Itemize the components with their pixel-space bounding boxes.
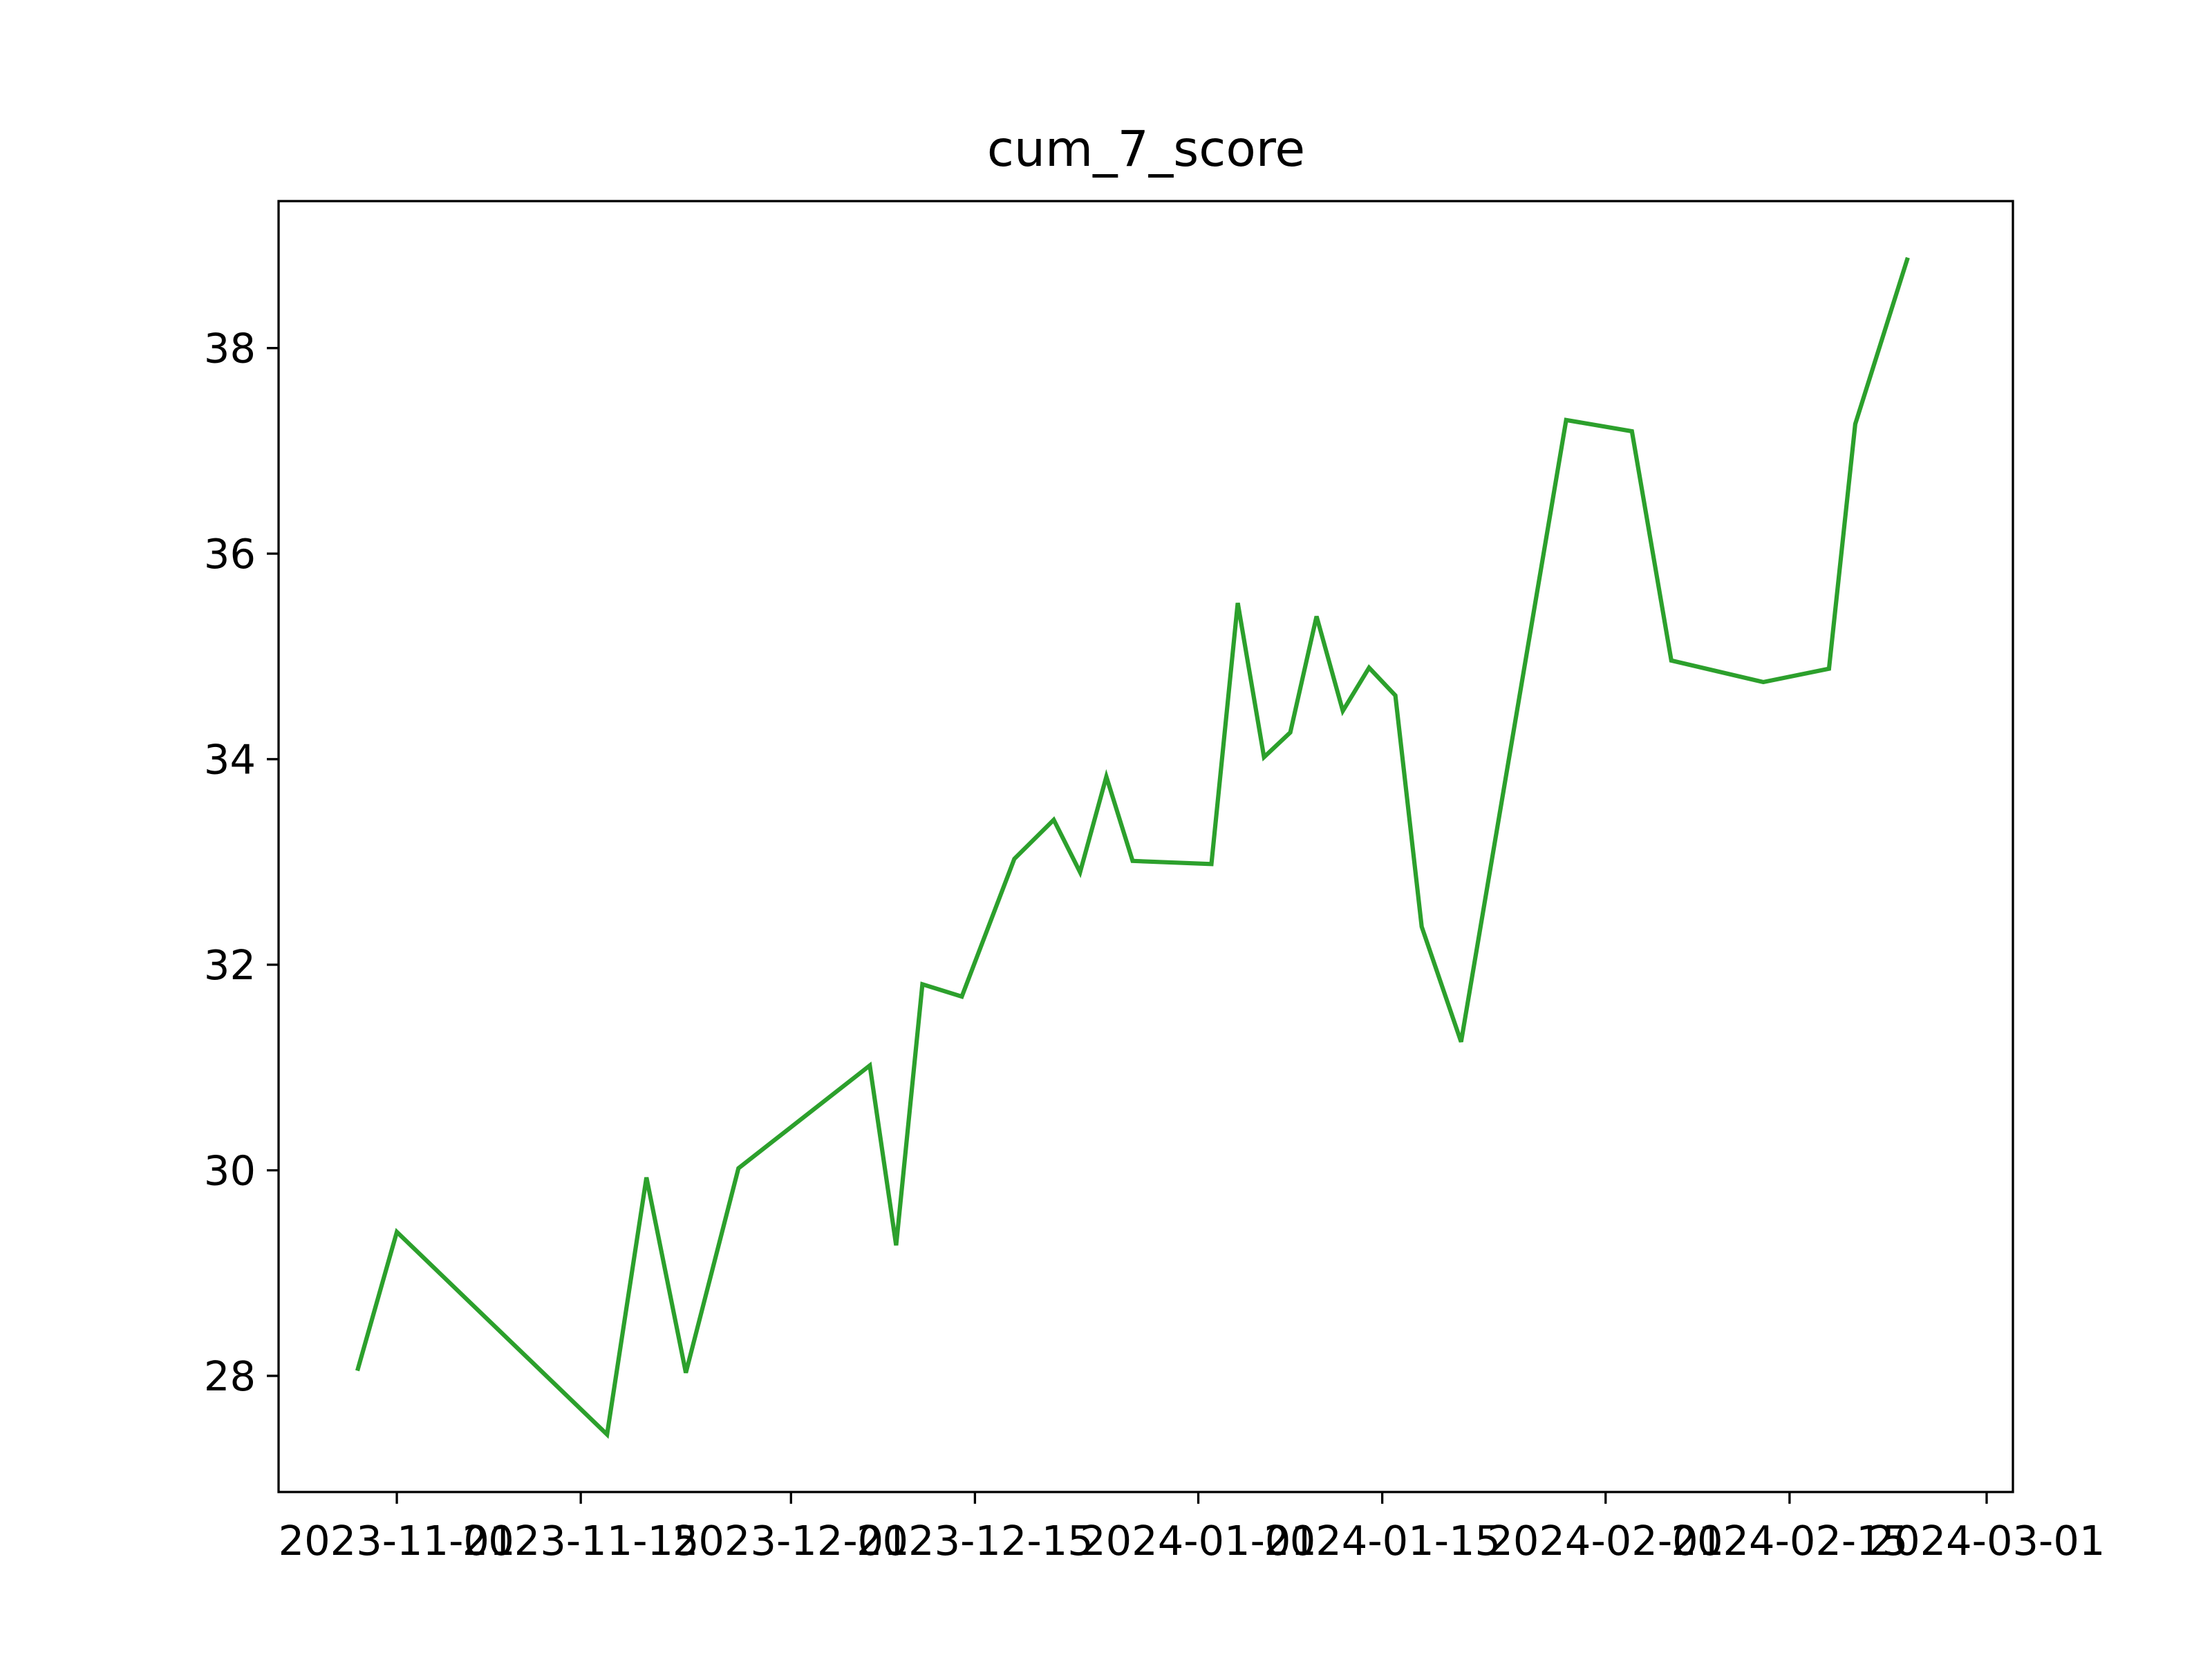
- x-tick-label: 2023-12-15: [856, 1517, 1094, 1565]
- x-tick-label: 2024-01-01: [1080, 1517, 1317, 1565]
- x-tick-label: 2024-03-01: [1868, 1517, 2106, 1565]
- plot-area: [355, 256, 1910, 1439]
- series-line-0: [355, 256, 1910, 1439]
- x-tick-label: 2024-01-15: [1264, 1517, 1501, 1565]
- y-tick-label: 34: [204, 736, 256, 784]
- y-tick-label: 32: [204, 941, 256, 989]
- y-tick-label: 36: [204, 530, 256, 578]
- x-tick-label: 2023-12-01: [673, 1517, 910, 1565]
- y-tick-label: 38: [204, 325, 256, 372]
- y-tick-label: 30: [204, 1146, 256, 1194]
- y-tick-label: 28: [204, 1352, 256, 1400]
- x-tick-label: 2024-02-01: [1487, 1517, 1724, 1565]
- x-tick-label: 2023-11-01: [279, 1517, 516, 1565]
- x-tick-label: 2023-11-15: [462, 1517, 700, 1565]
- plot-frame: [277, 200, 2014, 1493]
- x-tick-label: 2024-02-15: [1671, 1517, 1908, 1565]
- chart-title: cum_7_score: [987, 120, 1305, 178]
- axes: 2830323436382023-11-012023-11-152023-12-…: [204, 200, 2106, 1565]
